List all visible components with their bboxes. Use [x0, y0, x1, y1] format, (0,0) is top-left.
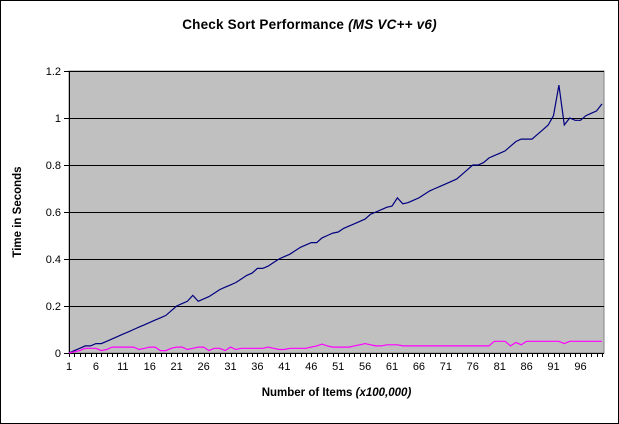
x-axis-title: Number of Items (x100,000) — [69, 387, 604, 399]
y-tick-label: 0.6 — [46, 207, 61, 219]
x-tick-label: 46 — [305, 361, 317, 373]
x-tick-label: 56 — [359, 361, 371, 373]
x-tick-label: 51 — [332, 361, 344, 373]
sort-time-series-line — [68, 84, 603, 354]
x-axis-title-italic: (x100,000) — [355, 387, 412, 399]
x-tick-label: 61 — [386, 361, 398, 373]
y-tick-label: 0.4 — [46, 254, 61, 266]
x-tick-label: 6 — [93, 361, 99, 373]
x-tick-label: 41 — [278, 361, 290, 373]
check-time-series-line — [68, 340, 602, 354]
y-tick-label: 0.2 — [46, 301, 61, 313]
x-tick-label: 11 — [117, 361, 128, 373]
chart-title-subtitle: (MS VC++ v6) — [348, 17, 437, 32]
x-tick-label: 16 — [144, 361, 156, 373]
x-tick-label: 31 — [224, 361, 236, 373]
x-tick-label: 76 — [467, 361, 479, 373]
x-tick-label: 71 — [440, 361, 452, 373]
y-tick-label: 0.8 — [46, 160, 61, 172]
chart-title: Check Sort Performance (MS VC++ v6) — [1, 17, 618, 32]
chart-title-main: Check Sort Performance — [182, 17, 345, 32]
x-tick-label: 96 — [574, 361, 586, 373]
x-tick-label: 36 — [251, 361, 263, 373]
y-tick-label: 1.2 — [46, 66, 61, 78]
x-tick-label: 81 — [494, 361, 506, 373]
x-tick-label: 86 — [521, 361, 533, 373]
x-axis-title-main: Number of Items — [261, 387, 353, 399]
x-tick-label: 1 — [66, 361, 72, 373]
y-tick-label: 0 — [55, 348, 61, 360]
x-tick-label: 66 — [413, 361, 425, 373]
x-tick-label: 91 — [547, 361, 559, 373]
x-tick-label: 21 — [171, 361, 183, 373]
y-tick-label: 1 — [55, 113, 61, 125]
x-tick-label: 26 — [197, 361, 209, 373]
